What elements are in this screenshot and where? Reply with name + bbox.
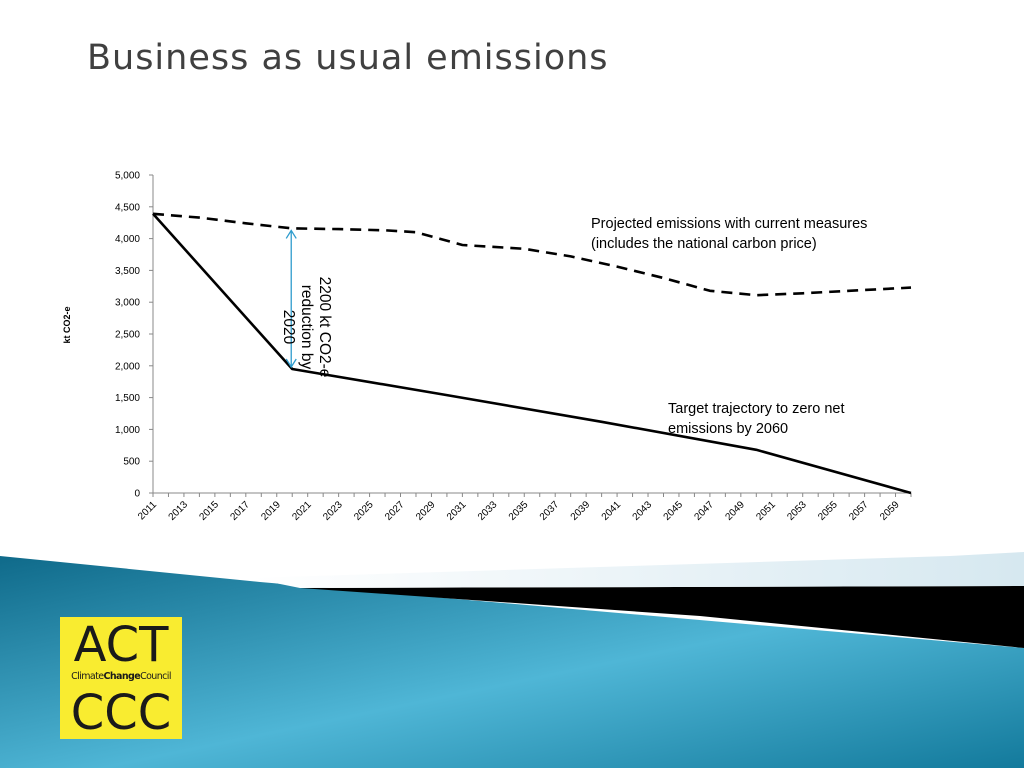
reduction-arrow [285, 229, 297, 369]
y-tick-label: 4,500 [115, 202, 140, 213]
x-tick-label: 2039 [569, 499, 593, 523]
x-tick-label: 2029 [414, 499, 438, 523]
y-tick-label: 1,500 [115, 393, 140, 404]
x-tick-label: 2015 [197, 499, 221, 523]
target-annotation-line2: emissions by 2060 [668, 421, 789, 437]
x-tick-label: 2019 [259, 499, 283, 523]
y-tick-label: 5,000 [115, 171, 140, 182]
x-tick-label: 2027 [383, 499, 407, 523]
target-annotation: Target trajectory to zero net emissions … [668, 399, 845, 439]
x-tick-label: 2011 [136, 499, 159, 522]
x-tick-label: 2031 [445, 499, 469, 523]
y-axis-label: kt CO2-e [62, 306, 72, 343]
footer-black-band [300, 586, 1024, 648]
reduction-arrow-head-bottom [285, 358, 297, 369]
projected-annotation-line1: Projected emissions with current measure… [591, 216, 868, 232]
act-ccc-logo: ACT ClimateChangeCouncil CCC [60, 617, 182, 741]
x-tick-label: 2059 [878, 499, 902, 523]
y-tick-label: 2,000 [115, 361, 140, 372]
reduction-arrow-head-top [285, 229, 297, 239]
x-tick-label: 2045 [662, 499, 686, 523]
y-tick-label: 0 [134, 489, 140, 500]
x-tick-label: 2049 [723, 499, 747, 523]
x-tick-label: 2021 [290, 499, 314, 523]
x-tick-label: 2017 [228, 499, 252, 523]
x-tick-label: 2013 [167, 499, 191, 523]
x-tick-label: 2055 [816, 499, 840, 523]
reduction-annotation-line2: reduction by [298, 284, 315, 370]
chart-series [152, 212, 912, 495]
x-tick-label: 2033 [476, 499, 500, 523]
y-tick-label: 500 [123, 457, 140, 468]
x-tick-label: 2043 [631, 499, 655, 523]
projected-annotation: Projected emissions with current measure… [591, 214, 867, 254]
x-tick-label: 2053 [785, 499, 809, 523]
target-trajectory-line [152, 212, 912, 495]
footer-teal-band [0, 556, 1024, 768]
x-tick-label: 2025 [352, 499, 376, 523]
footer-decoration [0, 552, 1024, 768]
y-tick-label: 3,000 [115, 298, 140, 309]
x-tick-label: 2035 [507, 499, 531, 523]
slide-title: Business as usual emissions [87, 38, 609, 78]
x-tick-label: 2047 [693, 499, 717, 523]
logo-council-text: ClimateChangeCouncil [71, 671, 171, 682]
projected-annotation-line2: (includes the national carbon price) [591, 236, 817, 252]
x-tick-label: 2037 [538, 499, 562, 523]
x-tick-label: 2057 [847, 499, 871, 523]
emissions-chart: 0 500 1,000 1,500 2,000 2,500 3,000 3,500 4,000 4… [62, 171, 912, 523]
reduction-annotation-line1: 2200 kt CO2-e [316, 276, 333, 378]
x-tick-label: 2023 [321, 499, 345, 523]
y-tick-label: 4,000 [115, 234, 140, 245]
logo-act-text: ACT [73, 617, 169, 673]
logo-ccc-text: CCC [70, 685, 172, 741]
target-annotation-line1: Target trajectory to zero net [668, 401, 845, 417]
x-tick-label: 2041 [600, 499, 624, 523]
reduction-annotation-line3: 2020 [280, 309, 297, 345]
y-tick-label: 3,500 [115, 266, 140, 277]
reduction-annotation: 2200 kt CO2-e reduction by 2020 [279, 252, 333, 402]
footer-pale-band [250, 552, 1024, 588]
y-tick-label: 2,500 [115, 330, 140, 341]
x-tick-label: 2051 [754, 499, 778, 523]
y-tick-label: 1,000 [115, 425, 140, 436]
